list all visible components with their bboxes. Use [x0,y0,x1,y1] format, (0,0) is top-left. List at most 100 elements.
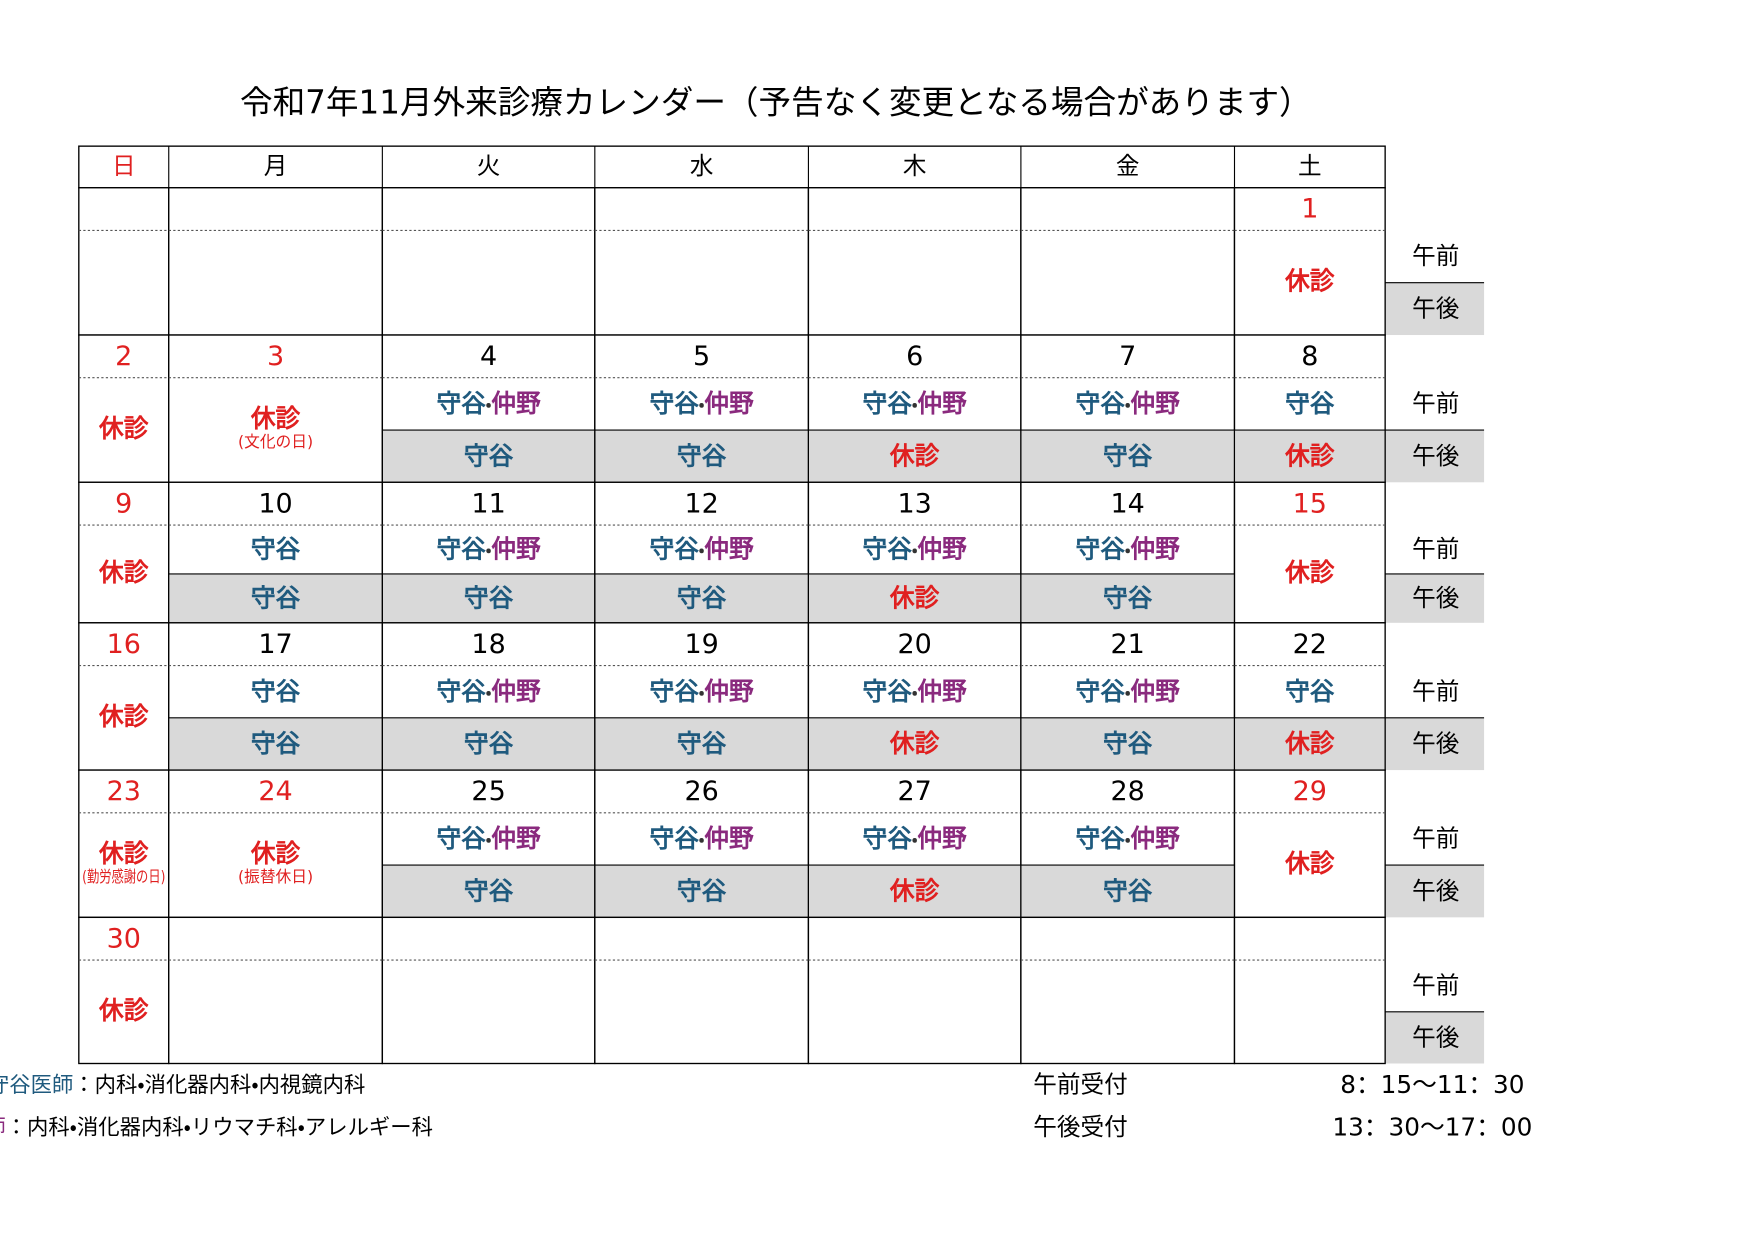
am-doctors: 守谷 [251,535,301,564]
weekday: 日 [112,152,136,180]
reception-label: 午前受付 [1033,1070,1127,1098]
date: 9 [115,488,132,519]
closed: 休診 [98,996,149,1025]
doctor-name: 仲野医師 [0,1116,6,1141]
pm-label: 午後 [1412,877,1459,905]
am-doctors: 守谷 [251,677,301,706]
date: 13 [897,488,931,519]
am-label: 午前 [1412,677,1459,705]
date: 26 [684,776,718,807]
pm-label-bg [1385,1011,1485,1064]
pm-cell [595,430,808,482]
am-label: 午前 [1412,242,1459,270]
pm-doctors: 休診 [889,729,940,758]
weekday: 月 [264,152,288,180]
closed-note: (振替休日) [238,867,313,886]
date: 12 [684,488,718,519]
weekday: 木 [903,152,927,180]
am-doctors: 守谷・仲野 [436,677,541,706]
closed-note: (勤労感謝の日) [82,867,165,886]
date: 16 [107,629,141,660]
pm-cell [1021,717,1234,770]
date: 10 [258,488,292,519]
closed: 休診 [98,702,149,731]
date: 11 [471,488,505,519]
date: 28 [1111,776,1145,807]
closed: 休診 [1284,558,1335,587]
pm-doctors: 守谷 [1103,729,1153,758]
date: 22 [1293,629,1327,660]
day-cell [78,334,170,483]
pm-cell [809,573,1021,623]
reception-label: 午後受付 [1033,1113,1127,1141]
pm-cell [383,430,595,482]
pm-cell [595,865,808,917]
pm-doctors: 休診 [889,441,940,470]
date: 19 [684,629,718,660]
pm-doctors: 守谷 [1103,583,1153,612]
day-cell [78,916,170,1065]
day-cell [1233,916,1386,1065]
day-cell [594,916,810,1065]
pm-doctors: 守谷 [677,729,727,758]
pm-cell [383,865,595,917]
am-label: 午前 [1412,972,1459,1000]
am-doctors: 守谷・仲野 [649,824,754,853]
day-cell [1020,187,1236,336]
pm-label: 午後 [1412,442,1459,470]
day-cell [168,916,384,1065]
pm-cell [169,717,382,770]
am-doctors: 守谷 [1285,389,1335,418]
date: 14 [1111,488,1145,519]
am-doctors: 守谷・仲野 [649,535,754,564]
day-cell [78,187,170,336]
am-doctors: 守谷 [1285,677,1335,706]
pm-doctors: 休診 [1284,729,1335,758]
pm-doctors: 休診 [889,876,940,905]
reception-time: 8：15〜11：30 [1340,1070,1524,1099]
pm-label-bg [1385,865,1485,918]
pm-label: 午後 [1412,1023,1459,1051]
date: 6 [906,341,923,372]
pm-label-bg [1385,573,1485,623]
date: 4 [480,341,497,372]
day-cell [381,187,596,336]
closed: 休診 [98,414,149,443]
day-cell [807,187,1022,336]
day-cell [1233,481,1386,624]
am-doctors: 守谷・仲野 [1076,824,1181,853]
pm-cell [383,573,595,623]
date: 1 [1301,194,1318,225]
pm-doctors: 守谷 [677,583,727,612]
pm-label-bg [1385,717,1485,771]
day-cell [168,334,384,483]
am-doctors: 守谷・仲野 [863,824,968,853]
date: 5 [693,341,710,372]
am-label: 午前 [1412,825,1459,853]
am-label: 午前 [1412,389,1459,417]
closed: 休診 [98,839,149,868]
am-doctors: 守谷・仲野 [436,824,541,853]
am-doctors: 守谷・仲野 [863,389,968,418]
weekday: 水 [690,152,714,180]
pm-cell [1021,865,1234,917]
am-doctors: 守谷・仲野 [1076,389,1181,418]
date: 29 [1293,776,1327,807]
reception-time: 13：30〜17：00 [1332,1113,1532,1142]
title: 令和7年11月外来診療カレンダー（予告なく変更となる場合があります） [240,84,1312,122]
pm-doctors: 休診 [889,583,940,612]
am-doctors: 守谷・仲野 [863,535,968,564]
date: 24 [258,776,292,807]
closed: 休診 [1284,849,1335,878]
date: 18 [471,629,505,660]
pm-cell [1021,573,1234,623]
pm-cell [809,430,1021,482]
am-doctors: 守谷・仲野 [436,389,541,418]
closed: 休診 [250,404,301,433]
day-cell [807,916,1022,1065]
pm-cell [169,573,382,623]
date: 20 [897,629,931,660]
doctor-depts: ：内科・消化器内科・リウマチ科・アレルギー科 [6,1116,433,1141]
doctor-info: 仲野医師：内科・消化器内科・リウマチ科・アレルギー科 [0,1116,433,1141]
